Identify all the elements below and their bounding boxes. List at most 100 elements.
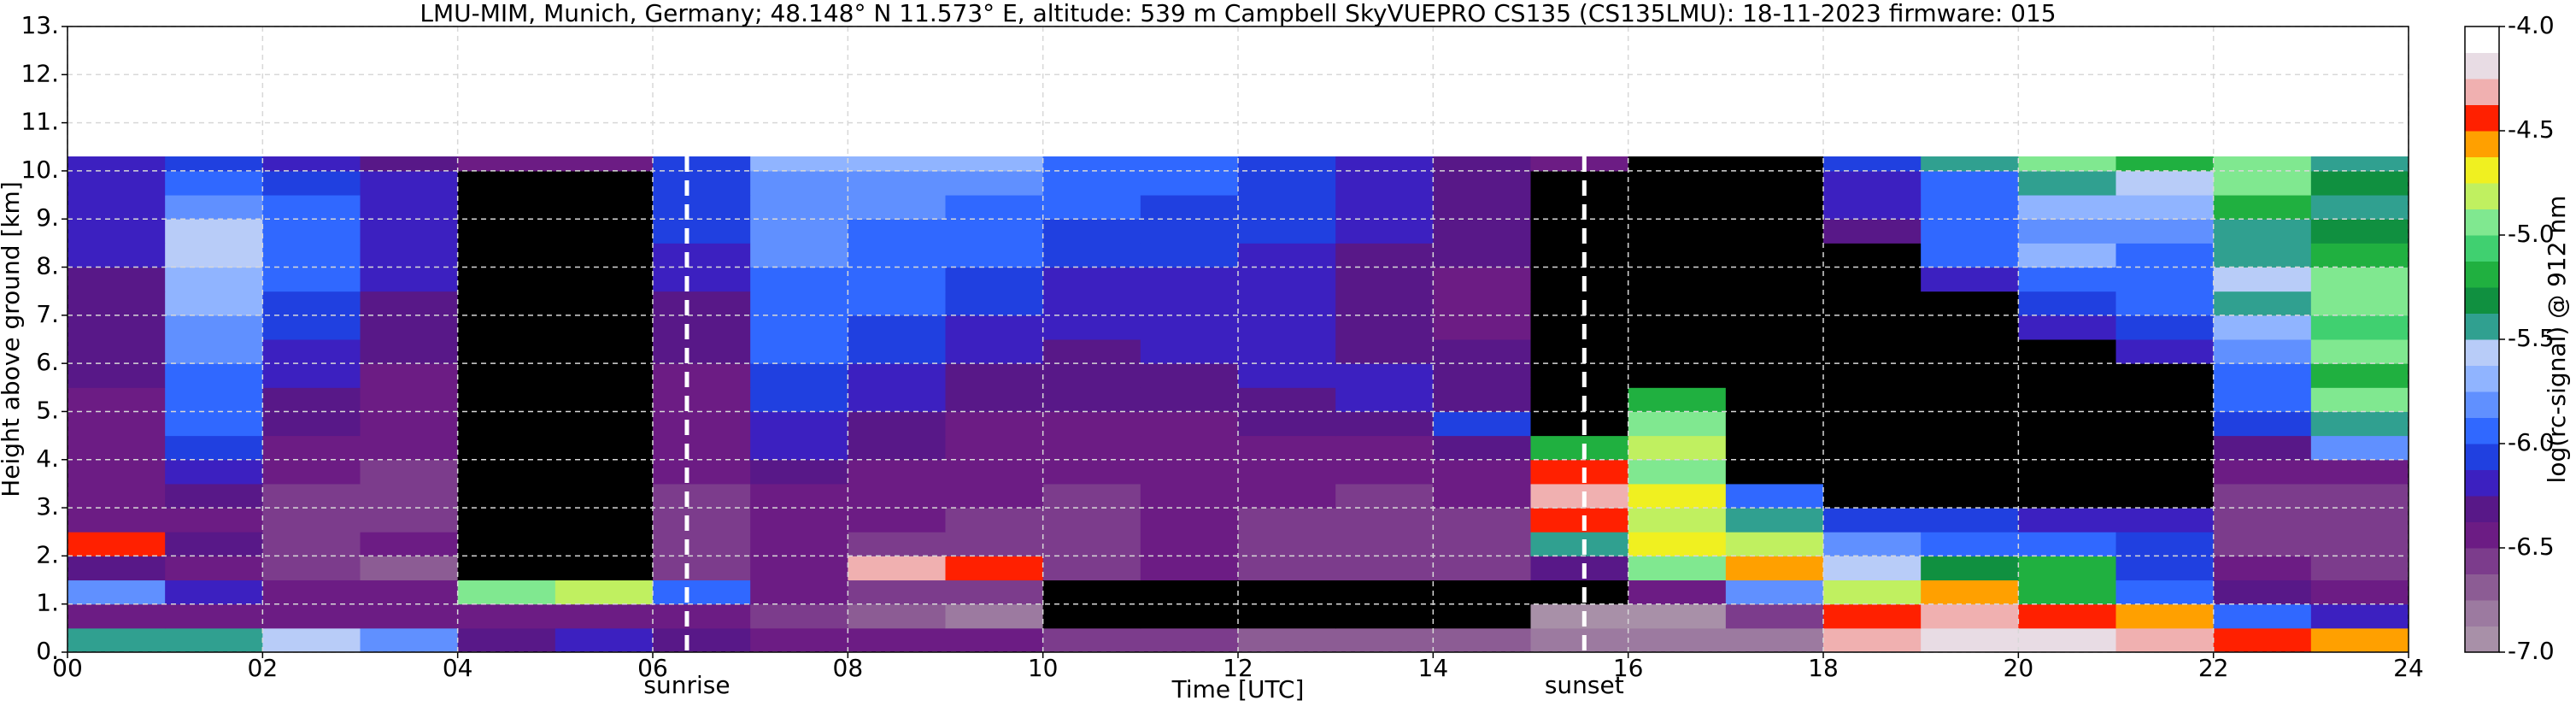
heatmap-cell (1433, 315, 1531, 340)
y-tick-label: 13. (21, 11, 59, 39)
heatmap-cell (1725, 387, 1824, 412)
heatmap-cell (2213, 195, 2312, 220)
y-tick-label: 11. (21, 108, 59, 136)
heatmap-cell (1433, 603, 1531, 629)
heatmap-cell (945, 627, 1044, 653)
heatmap-cell (1140, 483, 1239, 509)
heatmap-cell (750, 156, 848, 172)
heatmap-cell (67, 363, 166, 388)
heatmap-cell (262, 532, 361, 556)
heatmap-cell (2310, 508, 2409, 532)
heatmap-cell (1042, 156, 1141, 172)
heatmap-cell (2213, 387, 2312, 412)
heatmap-cell (1140, 603, 1239, 629)
heatmap-cell (360, 387, 459, 412)
heatmap-cell (1335, 508, 1434, 532)
heatmap-cell (2213, 603, 2312, 629)
y-tick-label: 2. (36, 540, 59, 568)
x-tick-label: 06 (637, 654, 668, 682)
heatmap-cell (1530, 387, 1629, 412)
heatmap-cell (457, 219, 556, 244)
heatmap-cell (1335, 219, 1434, 244)
colorbar-band (2465, 417, 2499, 444)
heatmap-cell (1725, 363, 1824, 388)
heatmap-cell (1921, 411, 2019, 437)
heatmap-cell (1140, 435, 1239, 461)
colorbar-tick-label: -5.0 (2508, 220, 2555, 248)
heatmap-cell (2310, 603, 2409, 629)
colorbar-tick-label: -6.0 (2508, 428, 2555, 456)
heatmap-cell (1921, 627, 2019, 653)
heatmap-cell (1140, 243, 1239, 268)
colorbar-tick-label: -5.5 (2508, 324, 2555, 352)
heatmap-cell (1823, 291, 1922, 316)
heatmap-cell (165, 195, 263, 220)
heatmap-cell (1140, 459, 1239, 485)
colorbar-band (2465, 521, 2499, 549)
heatmap-cell (1433, 556, 1531, 581)
heatmap-cell (653, 267, 751, 292)
heatmap-cell (750, 411, 848, 437)
heatmap-cell (457, 291, 556, 316)
heatmap-cell (262, 459, 361, 485)
heatmap-cell (1921, 291, 2019, 316)
heatmap-cell (1725, 508, 1824, 532)
heatmap-cell (2115, 556, 2215, 581)
colorbar-band (2465, 548, 2499, 574)
heatmap-cell (555, 170, 654, 196)
heatmap-cell (2115, 315, 2215, 340)
heatmap-cell (1628, 580, 1727, 605)
heatmap-cell (1823, 156, 1922, 172)
heatmap-cell (360, 291, 459, 316)
heatmap-cell (1433, 387, 1531, 412)
heatmap-cell (555, 195, 654, 220)
heatmap-cell (848, 243, 946, 268)
heatmap-cell (165, 508, 263, 532)
heatmap-cell (945, 483, 1044, 509)
heatmap-cell (750, 195, 848, 220)
heatmap-cell (1823, 459, 1922, 485)
heatmap-cell (1335, 339, 1434, 364)
heatmap-cell (2213, 315, 2312, 340)
heatmap-cell (165, 156, 263, 172)
heatmap-cell (2115, 170, 2215, 196)
heatmap-cell (262, 170, 361, 196)
heatmap-cell (1921, 243, 2019, 268)
heatmap-cell (1335, 411, 1434, 437)
x-tick-label: 00 (52, 654, 83, 682)
heatmap-cell (1042, 291, 1141, 316)
heatmap-cell (555, 156, 654, 172)
colorbar-band (2465, 313, 2499, 340)
heatmap-cell (1921, 508, 2019, 532)
heatmap-cell (1140, 195, 1239, 220)
heatmap-cell (2115, 219, 2215, 244)
heatmap-cell (750, 387, 848, 412)
x-tick-label: 04 (443, 654, 473, 682)
heatmap-cell (1725, 170, 1824, 196)
heatmap-cell (1433, 435, 1531, 461)
heatmap-cell (1725, 556, 1824, 581)
heatmap-cell (555, 363, 654, 388)
heatmap-cell (1042, 508, 1141, 532)
heatmap-cell (750, 508, 848, 532)
heatmap-cell (1921, 339, 2019, 364)
heatmap-cell (165, 243, 263, 268)
heatmap-cell (2018, 156, 2116, 172)
heatmap-cell (2213, 291, 2312, 316)
heatmap-cell (750, 219, 848, 244)
heatmap-cell (653, 363, 751, 388)
x-tick-label: 22 (2198, 654, 2229, 682)
heatmap-cell (457, 195, 556, 220)
heatmap-cell (848, 170, 946, 196)
heatmap-cell (262, 339, 361, 364)
heatmap-cell (1335, 435, 1434, 461)
heatmap-cell (457, 556, 556, 581)
heatmap-cell (165, 387, 263, 412)
heatmap-cell (1823, 195, 1922, 220)
heatmap-cell (1530, 267, 1629, 292)
heatmap-cell (1530, 459, 1629, 485)
heatmap-cell (848, 315, 946, 340)
heatmap-cell (1042, 363, 1141, 388)
heatmap-cell (165, 627, 263, 653)
heatmap-cell (360, 603, 459, 629)
